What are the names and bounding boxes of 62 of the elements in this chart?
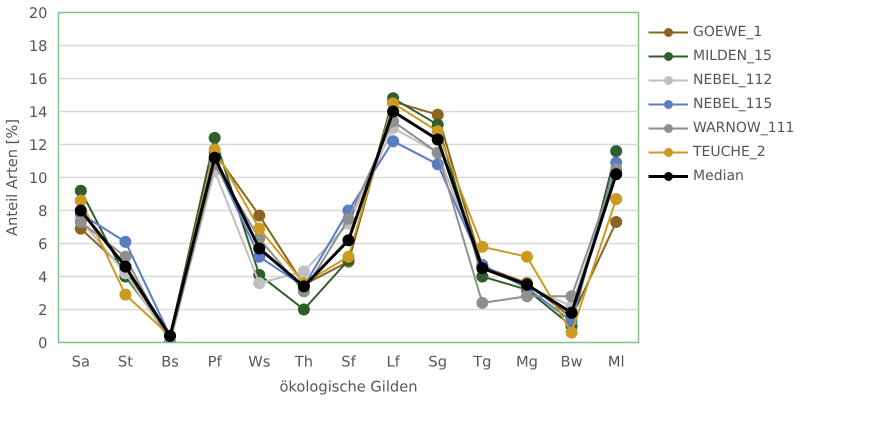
y-tick-label: 12 [28, 137, 48, 154]
point [208, 132, 221, 144]
y-tick-label: 2 [38, 302, 48, 319]
y-tick-label: 4 [38, 269, 48, 286]
y-axis-title: Anteil Arten [%] [4, 118, 21, 236]
x-tick-label: Bs [161, 354, 179, 370]
x-tick-label: Sa [72, 354, 90, 370]
x-tick-label: St [118, 354, 134, 370]
point [566, 306, 578, 319]
point [253, 277, 266, 290]
legend-label: WARNOW_111 [693, 120, 794, 136]
legend-label: MILDEN_15 [693, 48, 772, 64]
point [610, 145, 622, 158]
point [432, 134, 444, 146]
point [253, 242, 266, 254]
x-tick-label: Tg [472, 354, 492, 370]
point [520, 250, 533, 263]
point [298, 266, 310, 278]
point [119, 288, 132, 301]
legend-label: GOEWE_1 [693, 24, 762, 40]
x-tick-label: Lf [386, 354, 401, 370]
point [476, 240, 488, 253]
point [298, 304, 310, 316]
legend-label: NEBEL_115 [693, 96, 772, 112]
point [610, 216, 622, 228]
legend-label: Median [693, 168, 744, 184]
x-tick-label: Sf [341, 354, 357, 370]
point [253, 222, 266, 235]
legend-label: NEBEL_112 [693, 72, 772, 88]
x-tick-label: Sg [428, 354, 448, 370]
point [610, 192, 622, 205]
point [208, 152, 221, 164]
point [342, 234, 354, 246]
point [342, 212, 354, 225]
point [119, 260, 132, 273]
legend-label: TEUCHE_2 [693, 144, 766, 160]
y-tick-label: 10 [28, 170, 48, 187]
x-tick-label: Bw [560, 354, 583, 370]
y-tick-label: 0 [38, 335, 48, 352]
point [476, 296, 488, 309]
point [520, 290, 533, 302]
x-tick-label: Pf [208, 354, 222, 370]
point [342, 250, 354, 263]
point [432, 108, 444, 121]
y-tick-label: 14 [28, 104, 48, 121]
x-tick-label: Ws [248, 354, 270, 370]
y-tick-label: 20 [28, 5, 48, 22]
y-tick-label: 6 [38, 236, 48, 253]
x-tick-label: Ml [608, 354, 625, 370]
point [74, 194, 87, 207]
y-tick-label: 8 [38, 203, 48, 220]
x-tick-label: Mg [516, 354, 538, 370]
y-tick-label: 18 [28, 38, 48, 55]
point [253, 209, 266, 222]
point [74, 184, 87, 197]
point [387, 135, 400, 148]
point [119, 236, 132, 248]
x-axis-title: ökologische Gilden [279, 378, 418, 396]
y-tick-label: 16 [28, 71, 48, 88]
x-tick-label: Th [294, 354, 314, 370]
point [74, 204, 87, 216]
point [387, 106, 400, 118]
